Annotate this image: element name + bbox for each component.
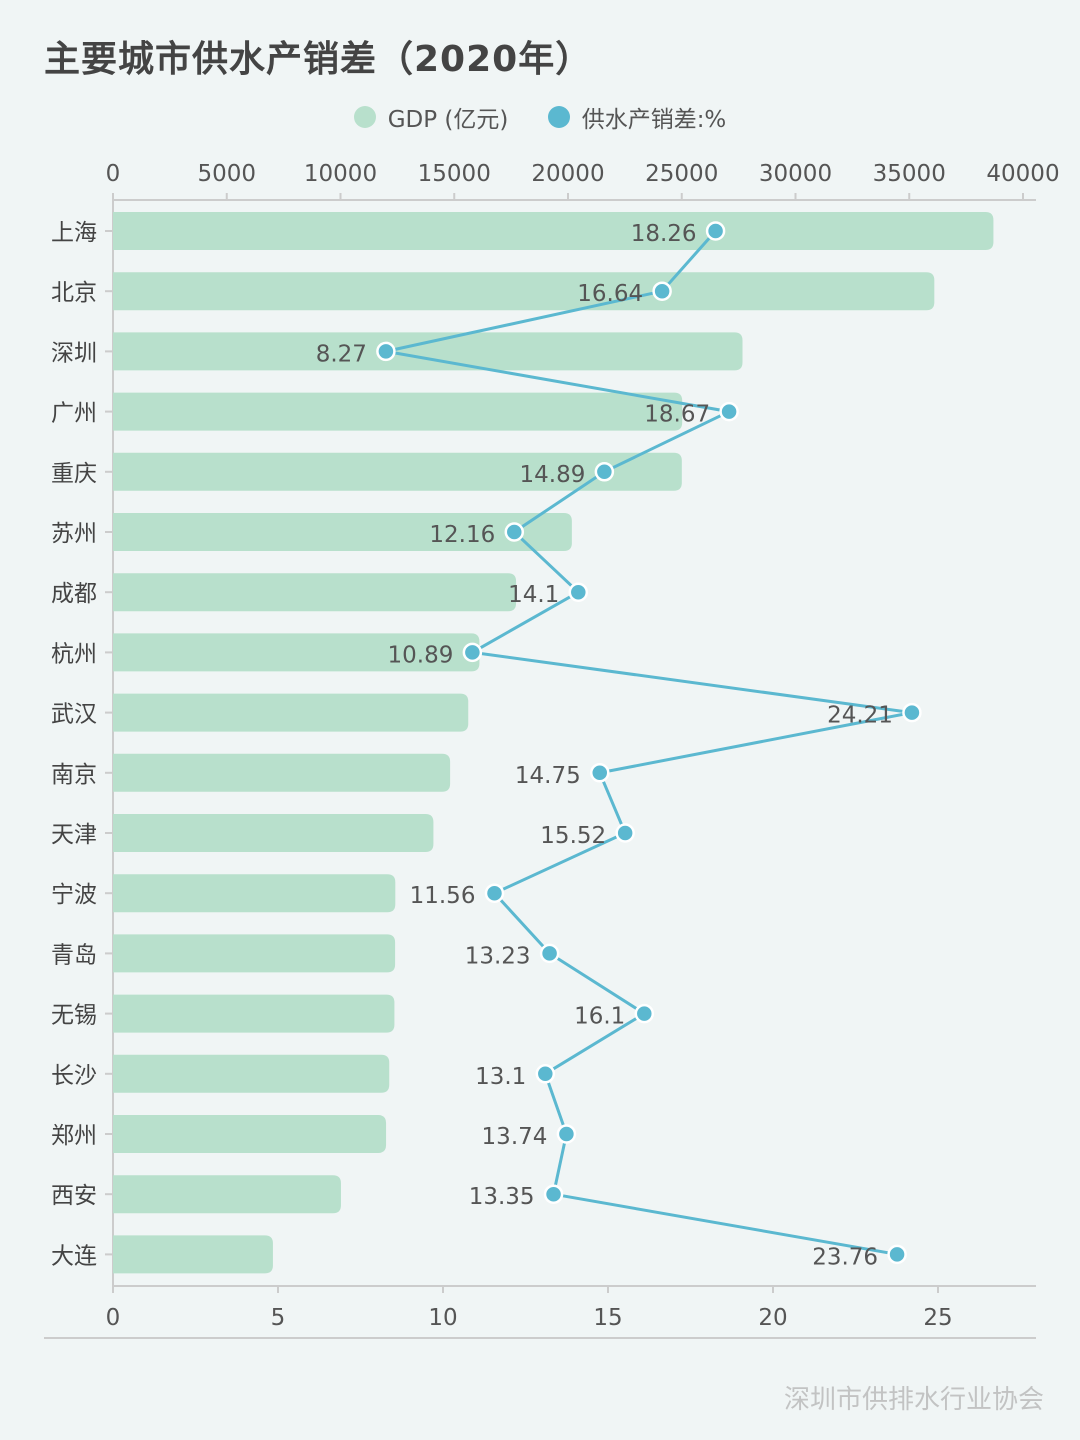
loss-rate-point	[634, 1003, 655, 1024]
loss-rate-point	[539, 943, 560, 964]
legend-swatch-gdp	[353, 106, 376, 128]
category-label: 天津	[51, 822, 97, 848]
gdp-bar	[113, 332, 743, 371]
loss-rate-data-label: 13.1	[475, 1064, 526, 1090]
legend-swatch-loss	[547, 106, 570, 128]
loss-rate-point	[590, 763, 610, 783]
gdp-bar	[113, 1054, 390, 1093]
category-label: 成都	[51, 581, 97, 607]
chart-title: 主要城市供水产销差（2020年）	[44, 39, 593, 80]
top-axis-tick-label: 10000	[304, 161, 377, 187]
category-label: 武汉	[51, 702, 97, 728]
category-label: 西安	[51, 1183, 97, 1209]
category-label: 北京	[51, 280, 97, 306]
gdp-bar	[113, 212, 994, 250]
legend: GDP (亿元) 供水产销差:%	[0, 100, 1080, 134]
top-axis-tick-label: 25000	[645, 161, 718, 187]
category-label: 南京	[51, 762, 97, 788]
loss-rate-point	[504, 522, 525, 542]
gdp-bar	[113, 1175, 341, 1214]
loss-rate-point	[462, 642, 483, 663]
gdp-bar	[113, 994, 395, 1033]
bottom-axis-tick-label: 15	[593, 1305, 622, 1331]
loss-rate-data-label: 16.1	[574, 1004, 625, 1030]
bottom-axis-tick-label: 0	[106, 1305, 121, 1331]
loss-rate-data-label: 15.52	[540, 823, 606, 849]
loss-rate-data-label: 14.1	[508, 582, 559, 608]
loss-rate-point	[887, 1244, 907, 1265]
gdp-bar	[113, 874, 396, 913]
top-axis-tick-label: 0	[106, 161, 121, 187]
loss-rate-data-label: 13.35	[469, 1184, 535, 1210]
legend-item-loss[interactable]: 供水产销差:%	[547, 100, 727, 134]
top-axis-tick-label: 5000	[197, 161, 256, 187]
legend-item-gdp[interactable]: GDP (亿元)	[353, 100, 509, 134]
category-label: 长沙	[51, 1063, 97, 1089]
gdp-bar	[113, 573, 517, 612]
bottom-axis-tick-label: 10	[428, 1305, 457, 1331]
top-axis-tick-label: 35000	[873, 161, 946, 187]
top-axis-tick-label: 15000	[418, 161, 491, 187]
loss-rate-data-label: 16.64	[577, 281, 643, 307]
gdp-bar	[113, 452, 682, 491]
legend-label-loss: 供水产销差:%	[581, 107, 727, 133]
gdp-bar	[113, 814, 434, 852]
top-axis-tick-label: 20000	[531, 161, 604, 187]
gdp-bar	[113, 513, 572, 551]
loss-rate-data-label: 13.23	[465, 943, 531, 969]
watermark: 深圳市供排水行业协会	[783, 1385, 1044, 1415]
bottom-axis-tick-label: 20	[758, 1305, 787, 1331]
loss-rate-point	[535, 1064, 556, 1084]
loss-rate-data-label: 24.21	[827, 703, 893, 729]
loss-rate-data-label: 23.76	[812, 1244, 878, 1270]
gdp-bar	[113, 1235, 273, 1274]
loss-rate-data-label: 18.67	[644, 402, 710, 428]
legend-label-gdp: GDP (亿元)	[387, 107, 509, 133]
category-label: 青岛	[51, 942, 97, 968]
loss-rate-point	[594, 462, 615, 482]
category-label: 深圳	[51, 340, 97, 366]
bottom-axis-tick-label: 5	[271, 1305, 286, 1331]
category-label: 重庆	[51, 461, 97, 487]
loss-rate-data-label: 11.56	[410, 883, 476, 909]
category-label: 大连	[51, 1243, 97, 1269]
loss-rate-point	[719, 401, 739, 422]
category-label: 宁波	[51, 882, 97, 908]
category-label: 杭州	[51, 641, 97, 667]
loss-rate-point	[902, 702, 922, 723]
category-label: 苏州	[51, 521, 97, 547]
gdp-bar	[113, 633, 480, 672]
gdp-bar	[113, 753, 451, 792]
loss-rate-point	[568, 582, 589, 602]
gdp-bar	[113, 934, 396, 973]
loss-rate-point	[652, 281, 672, 301]
loss-rate-point	[543, 1184, 564, 1204]
category-label: 无锡	[51, 1003, 97, 1029]
loss-rate-data-label: 8.27	[316, 341, 367, 367]
loss-rate-line	[385, 230, 913, 1256]
loss-rate-data-label: 14.89	[520, 462, 586, 488]
loss-rate-data-label: 14.75	[515, 763, 581, 789]
loss-rate-data-label: 18.26	[631, 221, 697, 247]
loss-rate-point	[484, 883, 505, 903]
loss-rate-point	[705, 221, 726, 241]
loss-rate-data-label: 10.89	[388, 642, 454, 668]
loss-rate-data-label: 13.74	[482, 1124, 548, 1150]
gdp-bar	[113, 272, 935, 311]
loss-rate-point	[376, 341, 396, 362]
category-label: 郑州	[51, 1123, 97, 1149]
loss-rate-point	[615, 823, 635, 843]
top-axis-tick-label: 30000	[759, 161, 832, 187]
bottom-axis-tick-label: 25	[923, 1305, 952, 1331]
top-axis-tick-label: 40000	[986, 161, 1059, 187]
loss-rate-point	[556, 1124, 577, 1144]
category-label: 上海	[51, 220, 97, 246]
gdp-bar	[113, 392, 683, 431]
gdp-bar	[113, 693, 469, 732]
gdp-bar	[113, 1115, 387, 1153]
loss-rate-data-label: 12.16	[429, 522, 495, 548]
category-label: 广州	[51, 401, 97, 427]
